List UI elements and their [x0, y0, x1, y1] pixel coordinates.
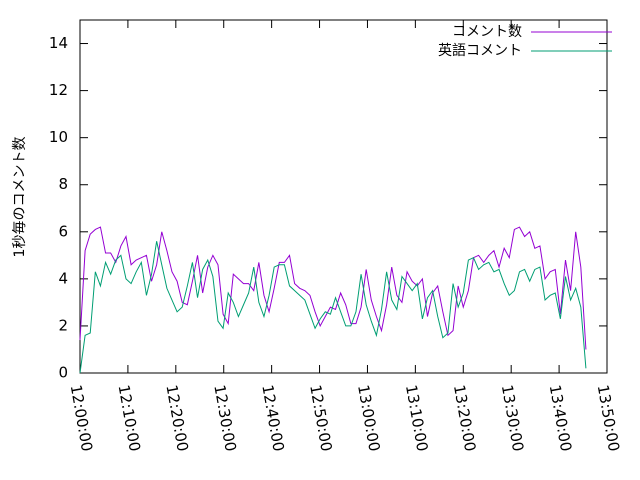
y-tick-label: 6: [58, 222, 68, 240]
y-tick-label: 12: [49, 81, 68, 99]
x-tick-label: 13:10:00: [402, 383, 431, 452]
y-tick-label: 8: [58, 175, 68, 193]
x-tick-label: 12:20:00: [162, 383, 191, 452]
legend-label: 英語コメント: [438, 42, 522, 59]
y-axis-label: 1秒毎のコメント数: [12, 137, 28, 258]
y-tick-label: 0: [58, 364, 68, 382]
x-tick-label: 12:40:00: [258, 383, 287, 452]
x-tick-label: 13:50:00: [594, 383, 623, 452]
y-tick-label: 2: [58, 316, 68, 334]
legend-label: コメント数: [452, 24, 522, 40]
x-tick-label: 13:30:00: [498, 383, 527, 452]
y-tick-label: 4: [58, 269, 68, 287]
x-tick-label: 13:20:00: [450, 383, 479, 452]
x-tick-label: 12:30:00: [210, 383, 239, 452]
x-tick-label: 12:00:00: [67, 383, 96, 452]
y-tick-label: 14: [49, 34, 68, 52]
x-tick-label: 13:00:00: [354, 383, 383, 452]
series-line: [79, 241, 587, 374]
x-tick-label: 13:40:00: [546, 383, 575, 452]
series-line: [79, 226, 587, 350]
y-tick-label: 10: [49, 128, 68, 146]
plot-frame: [79, 19, 608, 374]
x-tick-label: 12:10:00: [115, 383, 144, 452]
x-tick-label: 12:50:00: [306, 383, 335, 452]
